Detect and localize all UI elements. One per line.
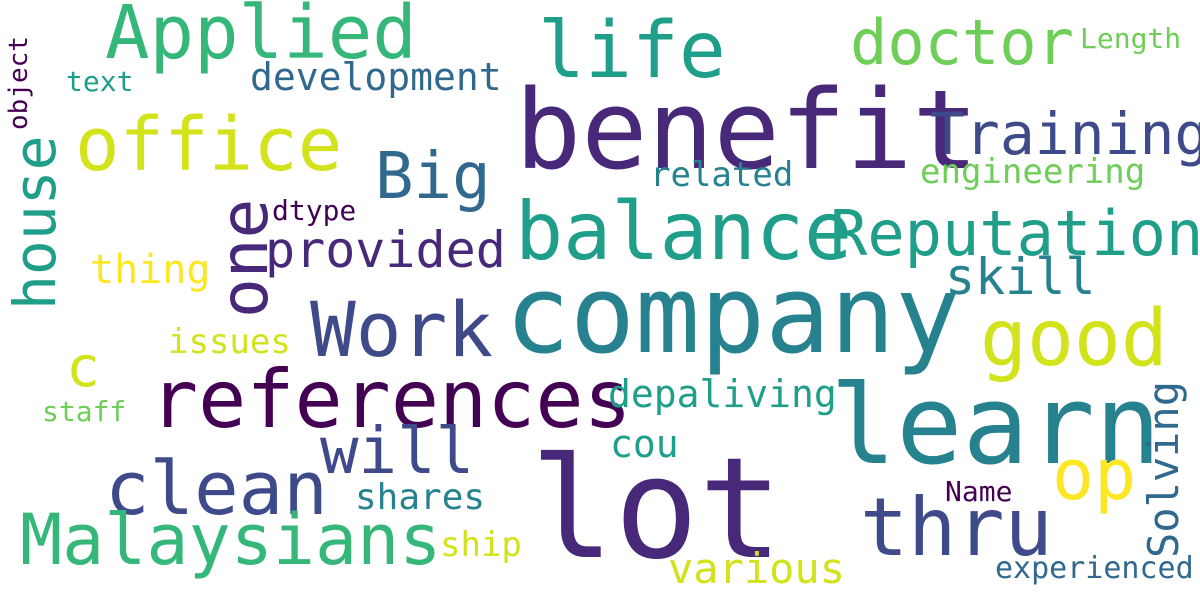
word-benefit: benefit (515, 66, 979, 194)
word-experienced: experienced (995, 551, 1194, 586)
word-skill: skill (945, 248, 1096, 306)
word-related: related (650, 155, 794, 195)
word-development: development (250, 55, 502, 99)
word-staff: staff (42, 395, 127, 428)
word-big: Big (375, 140, 491, 214)
word-malaysians: Malaysians (20, 499, 442, 581)
word-ship: ship (440, 525, 522, 565)
word-company: company (505, 253, 961, 378)
word-life: life (538, 6, 726, 96)
word-thing: thing (90, 247, 211, 293)
word-length: Length (1080, 22, 1182, 55)
word-will: will (320, 415, 475, 489)
word-provided: provided (265, 221, 506, 279)
word-applied: Applied (105, 0, 417, 76)
word-cou: cou (610, 422, 679, 466)
word-learn: learn (830, 361, 1162, 489)
word-training: Training (930, 100, 1200, 168)
word-house: house (1, 135, 69, 310)
word-name: Name (945, 475, 1013, 508)
word-dtype: dtype (272, 194, 357, 227)
word-text: text (66, 65, 134, 98)
word-shares: shares (355, 477, 486, 518)
word-various: various (668, 544, 846, 593)
word-solving: Solving (1139, 380, 1188, 558)
word-reputation: Reputation (830, 197, 1200, 270)
word-op: op (1052, 434, 1137, 516)
word-lot: lot (530, 428, 783, 591)
word-references: references (150, 353, 632, 446)
word-work: Work (310, 285, 494, 374)
word-depaliving: depaliving (608, 372, 837, 416)
word-office: office (75, 102, 343, 188)
word-good: good (980, 294, 1168, 384)
word-c: c (66, 335, 100, 400)
word-clean: clean (105, 446, 328, 532)
word-engineering: engineering (920, 152, 1146, 192)
word-object: object (4, 36, 34, 130)
word-issues: issues (168, 322, 291, 362)
word-thru: thru (860, 481, 1053, 574)
word-balance: balance (515, 185, 853, 278)
word-doctor: doctor (850, 6, 1074, 79)
